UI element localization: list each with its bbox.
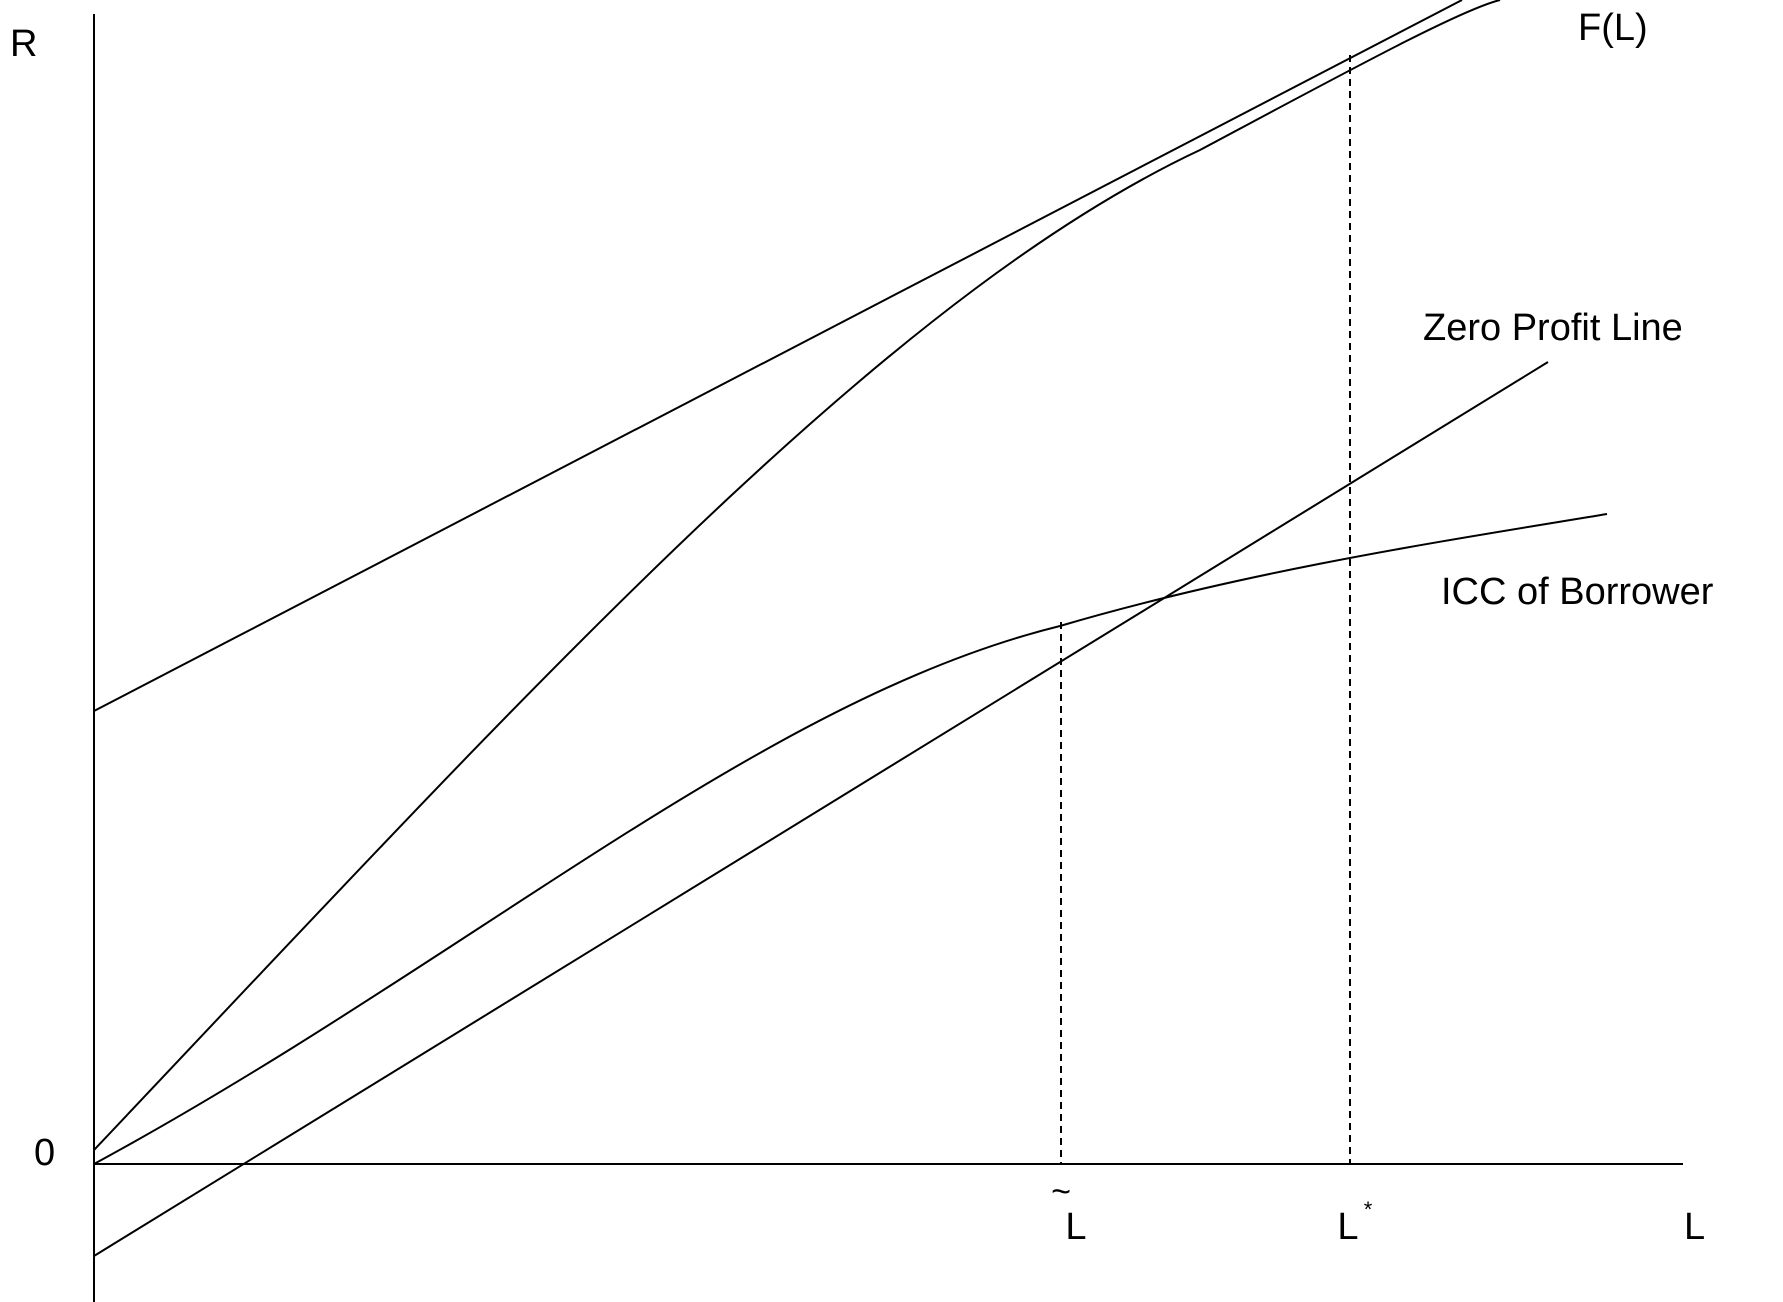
x-axis-label: L bbox=[1684, 1206, 1705, 1248]
zero-profit-line-label: Zero Profit Line bbox=[1423, 307, 1683, 349]
l-tilde-label: L bbox=[1065, 1206, 1086, 1248]
icc-borrower-label: ICC of Borrower bbox=[1441, 571, 1714, 613]
l-star-label: L bbox=[1337, 1206, 1358, 1248]
l-star-superscript: * bbox=[1364, 1197, 1373, 1222]
zero-profit-line bbox=[93, 361, 1549, 1257]
origin-label: 0 bbox=[34, 1132, 55, 1174]
upper-tangent-line bbox=[93, 0, 1463, 712]
icc-borrower-curve bbox=[93, 513, 1608, 1165]
f-of-l-curve bbox=[93, 0, 1501, 1151]
y-axis-label: R bbox=[10, 23, 37, 65]
f-of-l-label: F(L) bbox=[1578, 7, 1648, 49]
l-tilde-accent: ~ bbox=[1051, 1173, 1071, 1211]
